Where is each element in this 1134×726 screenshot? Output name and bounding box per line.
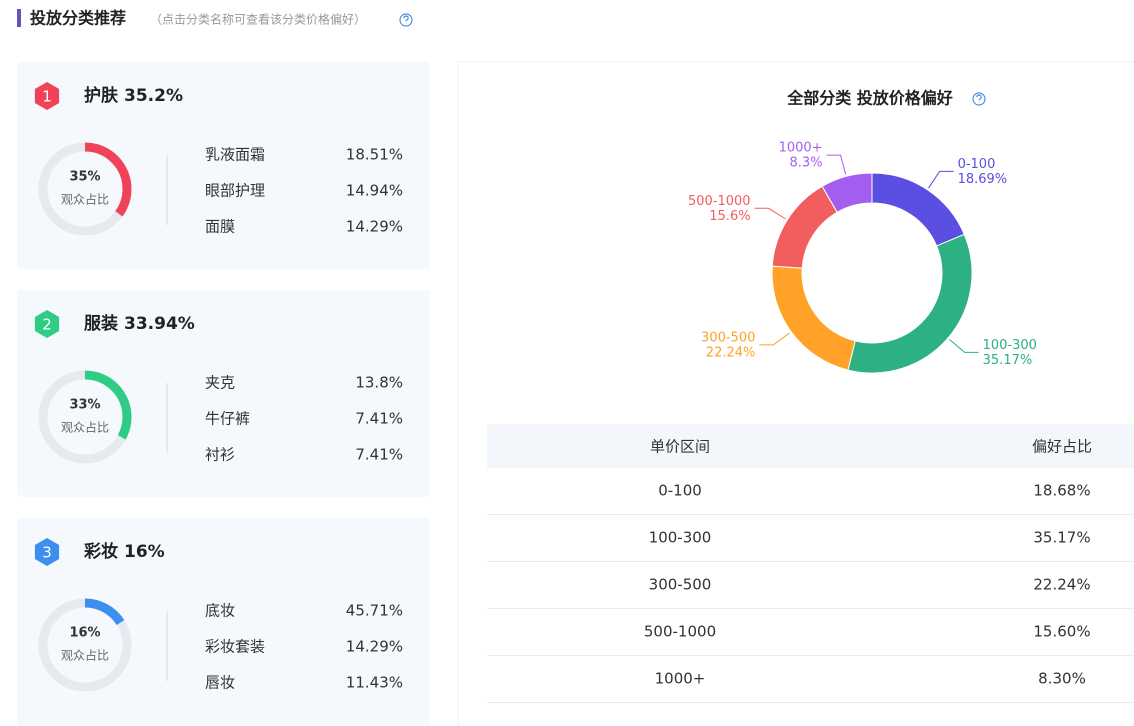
table-cell: 15.60% [1033,623,1090,641]
donut-segment [821,172,873,213]
category-share: 33.94% [124,314,195,334]
category-title[interactable]: 护肤 35.2% [84,85,183,106]
leader-line [754,207,786,220]
slice-value: 8.3% [790,156,823,171]
category-title[interactable]: 彩妆 16% [83,541,165,562]
category-card[interactable] [17,518,430,725]
category-card[interactable] [17,290,430,497]
rank-number: 1 [42,88,52,106]
table-header-cell: 偏好占比 [1032,438,1092,456]
page-note: （点击分类名称可查看该分类价格偏好） [150,12,366,27]
item-name: 衬衫 [205,446,235,464]
item-share: 14.29% [346,638,403,656]
category-title[interactable]: 服装 33.94% [84,313,195,334]
rank-badge [34,82,60,110]
item-name: 面膜 [205,218,235,236]
item-name: 彩妆套装 [205,638,265,656]
item-name: 夹克 [205,374,235,392]
help-icon[interactable] [972,92,986,106]
item-share: 11.43% [346,674,403,692]
table-cell: 100-300 [649,529,712,547]
ring-caption: 观众占比 [61,420,109,435]
ring-caption: 观众占比 [61,192,109,207]
ring-label: 33% [69,398,100,413]
chart-title: 全部分类 投放价格偏好 [786,89,953,108]
item-name: 牛仔裤 [205,410,250,428]
category-share: 35.2% [124,86,183,106]
table-cell: 0-100 [658,482,702,500]
rank-badge [34,310,60,338]
item-name: 唇妆 [205,674,235,692]
ring-arc [38,142,132,236]
rank-badge [34,538,60,566]
table-cell: 18.68% [1033,482,1090,500]
ring-caption: 观众占比 [61,648,109,663]
table-header-bg [487,424,1134,468]
item-share: 14.29% [346,218,403,236]
table-cell: 500-1000 [644,623,716,641]
item-share: 7.41% [355,410,403,428]
chart-panel [457,61,1134,726]
item-share: 45.71% [346,602,403,620]
ring-arc [38,370,132,464]
rank-number: 2 [42,316,52,334]
item-share: 18.51% [346,146,403,164]
slice-value: 18.69% [958,172,1008,187]
slice-category: 500-1000 [688,194,751,209]
slice-category: 100-300 [983,338,1037,353]
leader-line [928,170,954,189]
ring-label: 35% [69,170,100,185]
table-cell: 1000+ [655,670,706,688]
category-name: 彩妆 [83,541,118,562]
slice-category: 300-500 [701,330,755,345]
table-cell: 22.24% [1033,576,1090,594]
page-title: 投放分类推荐 [30,9,126,28]
category-name: 服装 [84,313,118,334]
item-name: 乳液面霜 [205,146,265,164]
item-share: 7.41% [355,446,403,464]
slice-value: 15.6% [709,209,750,224]
leader-line [759,332,790,346]
table-header-cell: 单价区间 [650,438,710,456]
category-share: 16% [124,542,165,562]
leader-line [826,154,847,175]
item-share: 14.94% [346,182,403,200]
slice-category: 0-100 [958,157,996,172]
ring-arc [38,598,132,692]
category-card[interactable] [17,62,430,269]
leader-line [949,338,979,353]
slice-value: 35.17% [983,353,1033,368]
category-name: 护肤 [84,85,119,106]
item-share: 13.8% [355,374,403,392]
item-name: 眼部护理 [205,182,265,200]
help-icon[interactable] [399,13,413,27]
rank-number: 3 [42,544,52,562]
table-cell: 35.17% [1033,529,1090,547]
item-name: 底妆 [205,602,235,620]
title-bar [17,9,21,27]
slice-value: 22.24% [706,345,756,360]
table-cell: 8.30% [1038,670,1086,688]
table-cell: 300-500 [649,576,712,594]
slice-category: 1000+ [779,141,823,156]
ring-label: 16% [69,626,100,641]
